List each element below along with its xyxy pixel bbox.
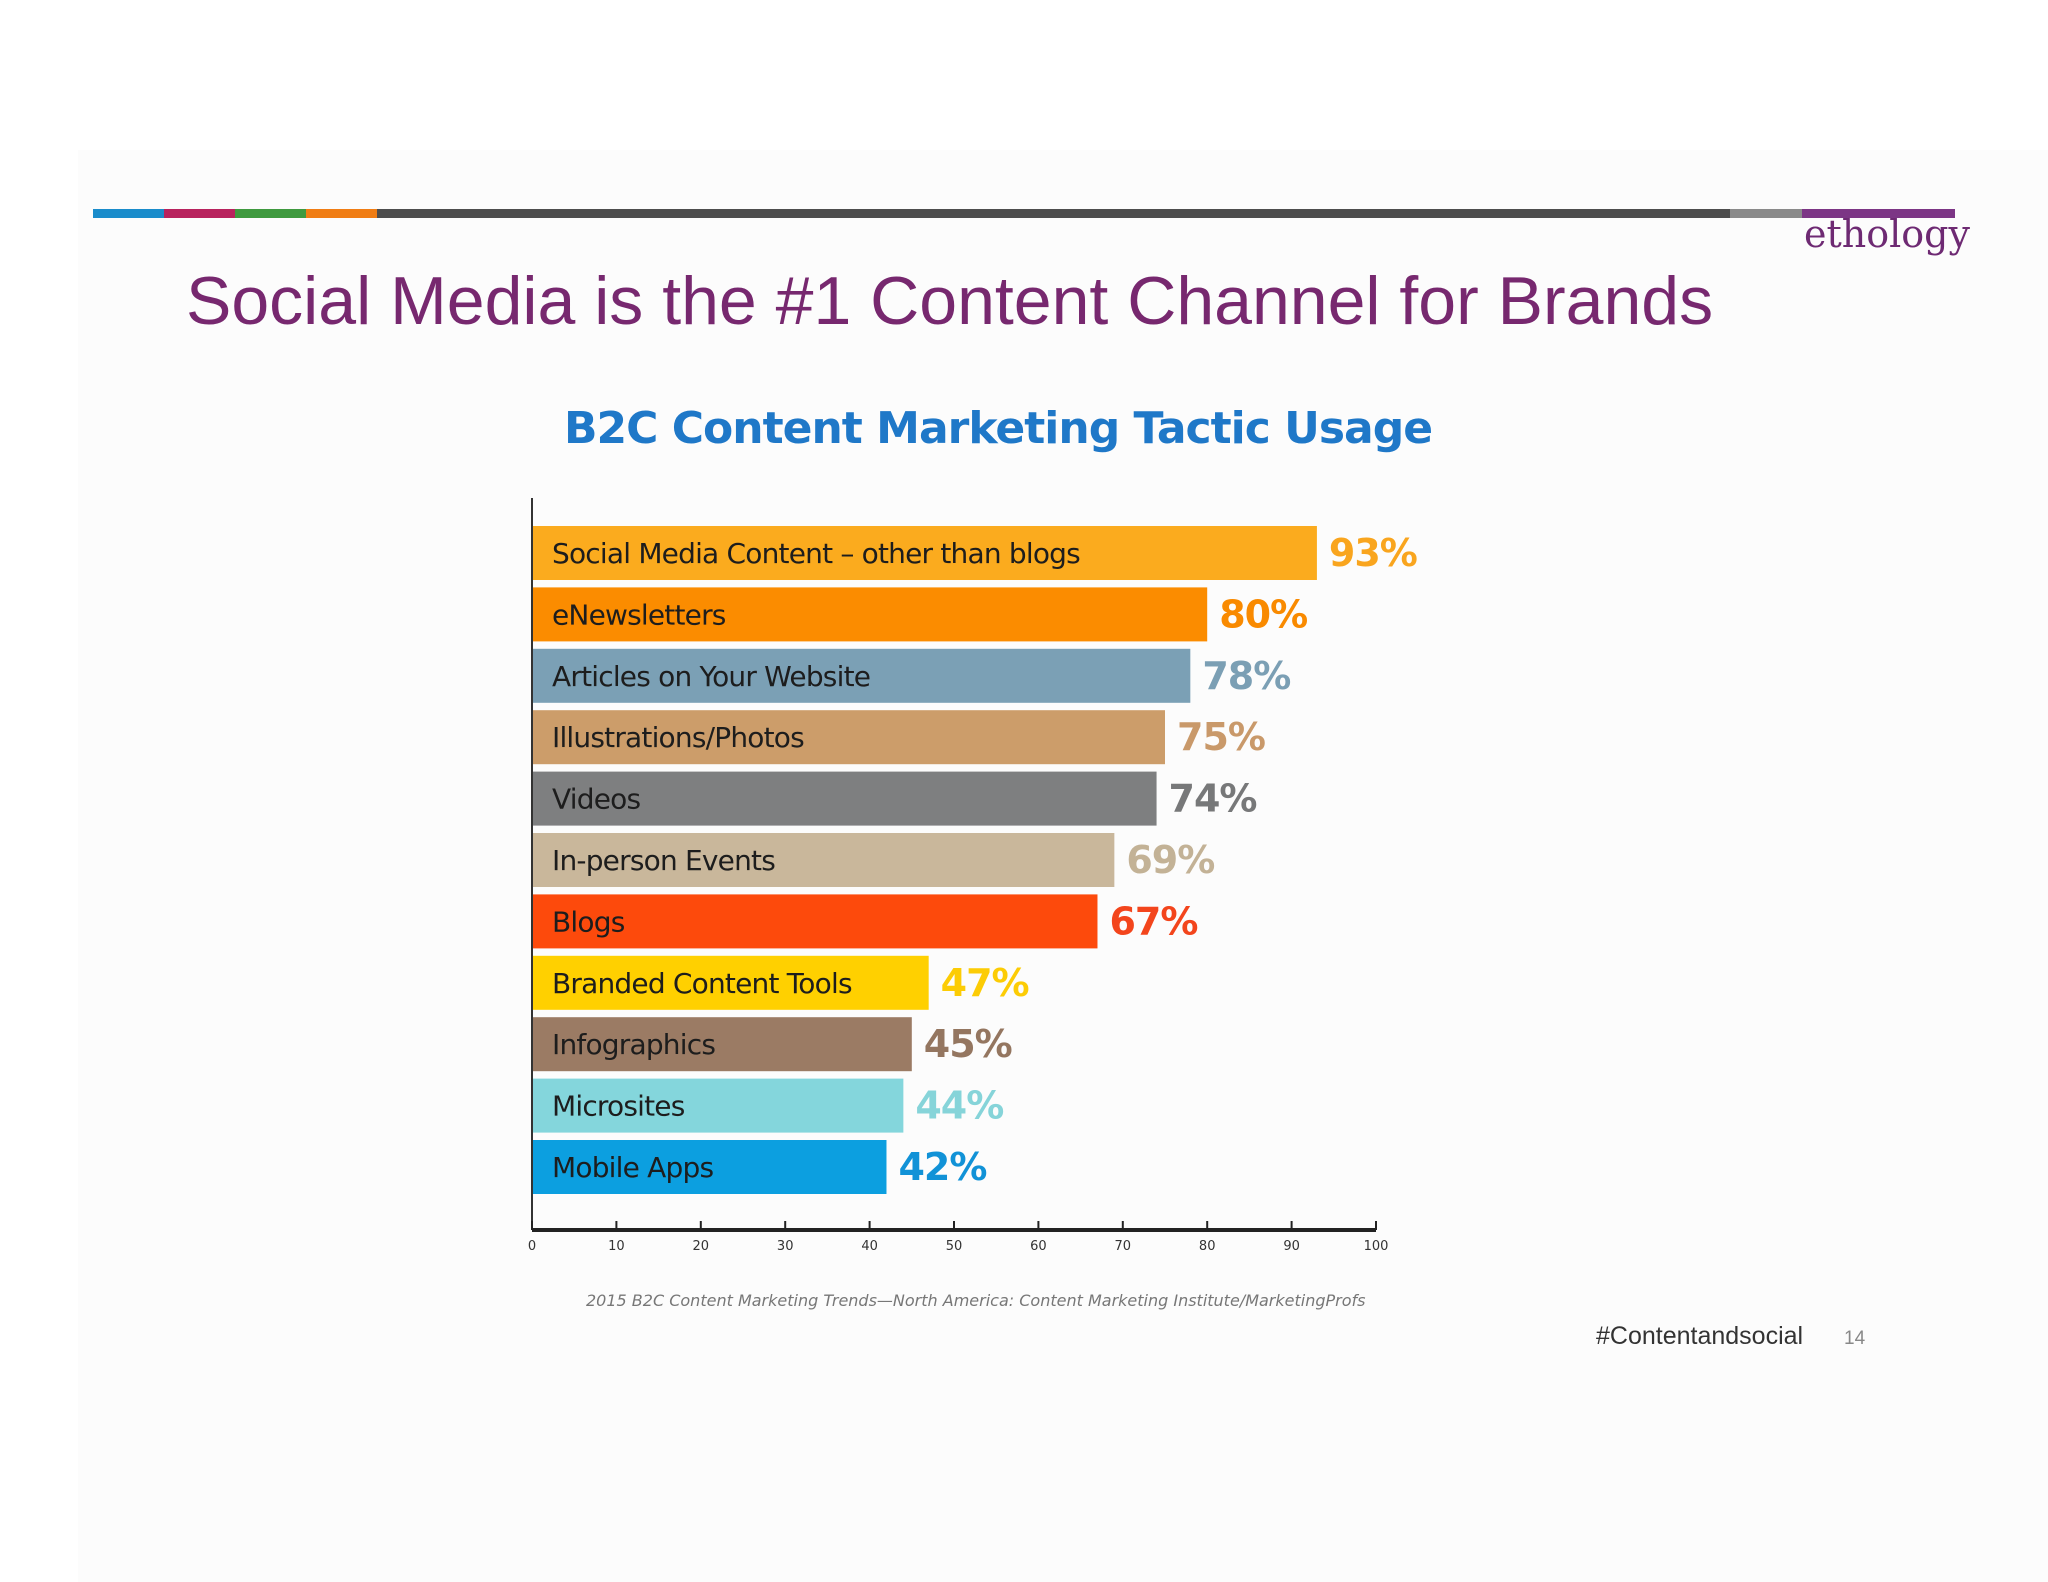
bar-8 — [532, 1017, 912, 1072]
top-rule-segment-purple — [1802, 209, 1955, 218]
bar-category-label-4: Videos — [552, 783, 640, 816]
bar-10 — [532, 1140, 887, 1194]
top-rule-segment-orange — [306, 209, 377, 218]
bar-9 — [532, 1078, 904, 1133]
top-rule-segment-magenta — [164, 209, 235, 218]
bar-3 — [532, 710, 1165, 765]
bar-category-label-10: Mobile Apps — [552, 1151, 713, 1184]
bar-category-label-6: Blogs — [552, 905, 625, 938]
hashtag: #Contentandsocial — [1596, 1322, 1804, 1350]
bar-category-label-9: Microsites — [552, 1090, 685, 1123]
bar-value-label-9: 44% — [915, 1084, 1003, 1128]
x-tick-label-1: 10 — [608, 1239, 625, 1254]
bar-category-label-1: eNewsletters — [552, 598, 726, 631]
bar-2 — [532, 648, 1191, 703]
bar-category-label-2: Articles on Your Website — [552, 660, 870, 693]
x-tick-label-7: 70 — [1115, 1239, 1132, 1254]
slide-title: Social Media is the #1 Content Channel f… — [186, 263, 1714, 339]
bar-7 — [532, 955, 929, 1010]
brand-logo: ethology — [1804, 212, 1970, 256]
bar-category-label-7: Branded Content Tools — [552, 967, 852, 1000]
chart-title: B2C Content Marketing Tactic Usage — [564, 403, 1433, 454]
x-tick-label-0: 0 — [528, 1239, 536, 1254]
x-tick-label-9: 90 — [1283, 1239, 1300, 1254]
bar-6 — [532, 894, 1098, 949]
top-rule-segment-grey — [1730, 209, 1802, 218]
top-rule-segment-green — [235, 209, 306, 218]
bar-value-label-4: 74% — [1169, 777, 1257, 821]
bar-0 — [532, 526, 1317, 580]
bar-category-label-0: Social Media Content – other than blogs — [552, 537, 1080, 570]
x-tick-label-5: 50 — [946, 1239, 963, 1254]
bar-1 — [532, 587, 1208, 642]
bar-5 — [532, 833, 1115, 887]
bar-value-label-2: 78% — [1202, 654, 1290, 698]
bar-category-label-5: In-person Events — [552, 844, 775, 877]
bar-value-label-5: 69% — [1126, 838, 1214, 882]
page-number: 14 — [1844, 1328, 1866, 1349]
bar-value-label-8: 45% — [924, 1022, 1012, 1066]
top-rule-segment-blue — [93, 209, 164, 218]
bar-value-label-1: 80% — [1219, 592, 1307, 636]
x-tick-label-6: 60 — [1030, 1239, 1047, 1254]
x-tick-label-3: 30 — [777, 1239, 794, 1254]
bar-value-label-3: 75% — [1177, 715, 1265, 759]
bar-4 — [532, 771, 1157, 826]
bar-value-label-7: 47% — [941, 961, 1029, 1005]
bar-category-label-3: Illustrations/Photos — [552, 721, 804, 754]
bar-value-label-6: 67% — [1109, 899, 1197, 943]
top-rule-segment-dark — [377, 209, 1730, 218]
bar-value-label-0: 93% — [1329, 531, 1417, 575]
chart-source: 2015 B2C Content Marketing Trends—North … — [586, 1291, 1366, 1310]
x-tick-label-2: 20 — [693, 1239, 710, 1254]
x-tick-label-4: 40 — [861, 1239, 878, 1254]
bar-category-label-8: Infographics — [552, 1028, 715, 1061]
bar-value-label-10: 42% — [898, 1145, 986, 1189]
x-tick-label-10: 100 — [1364, 1239, 1389, 1254]
x-tick-label-8: 80 — [1199, 1239, 1216, 1254]
